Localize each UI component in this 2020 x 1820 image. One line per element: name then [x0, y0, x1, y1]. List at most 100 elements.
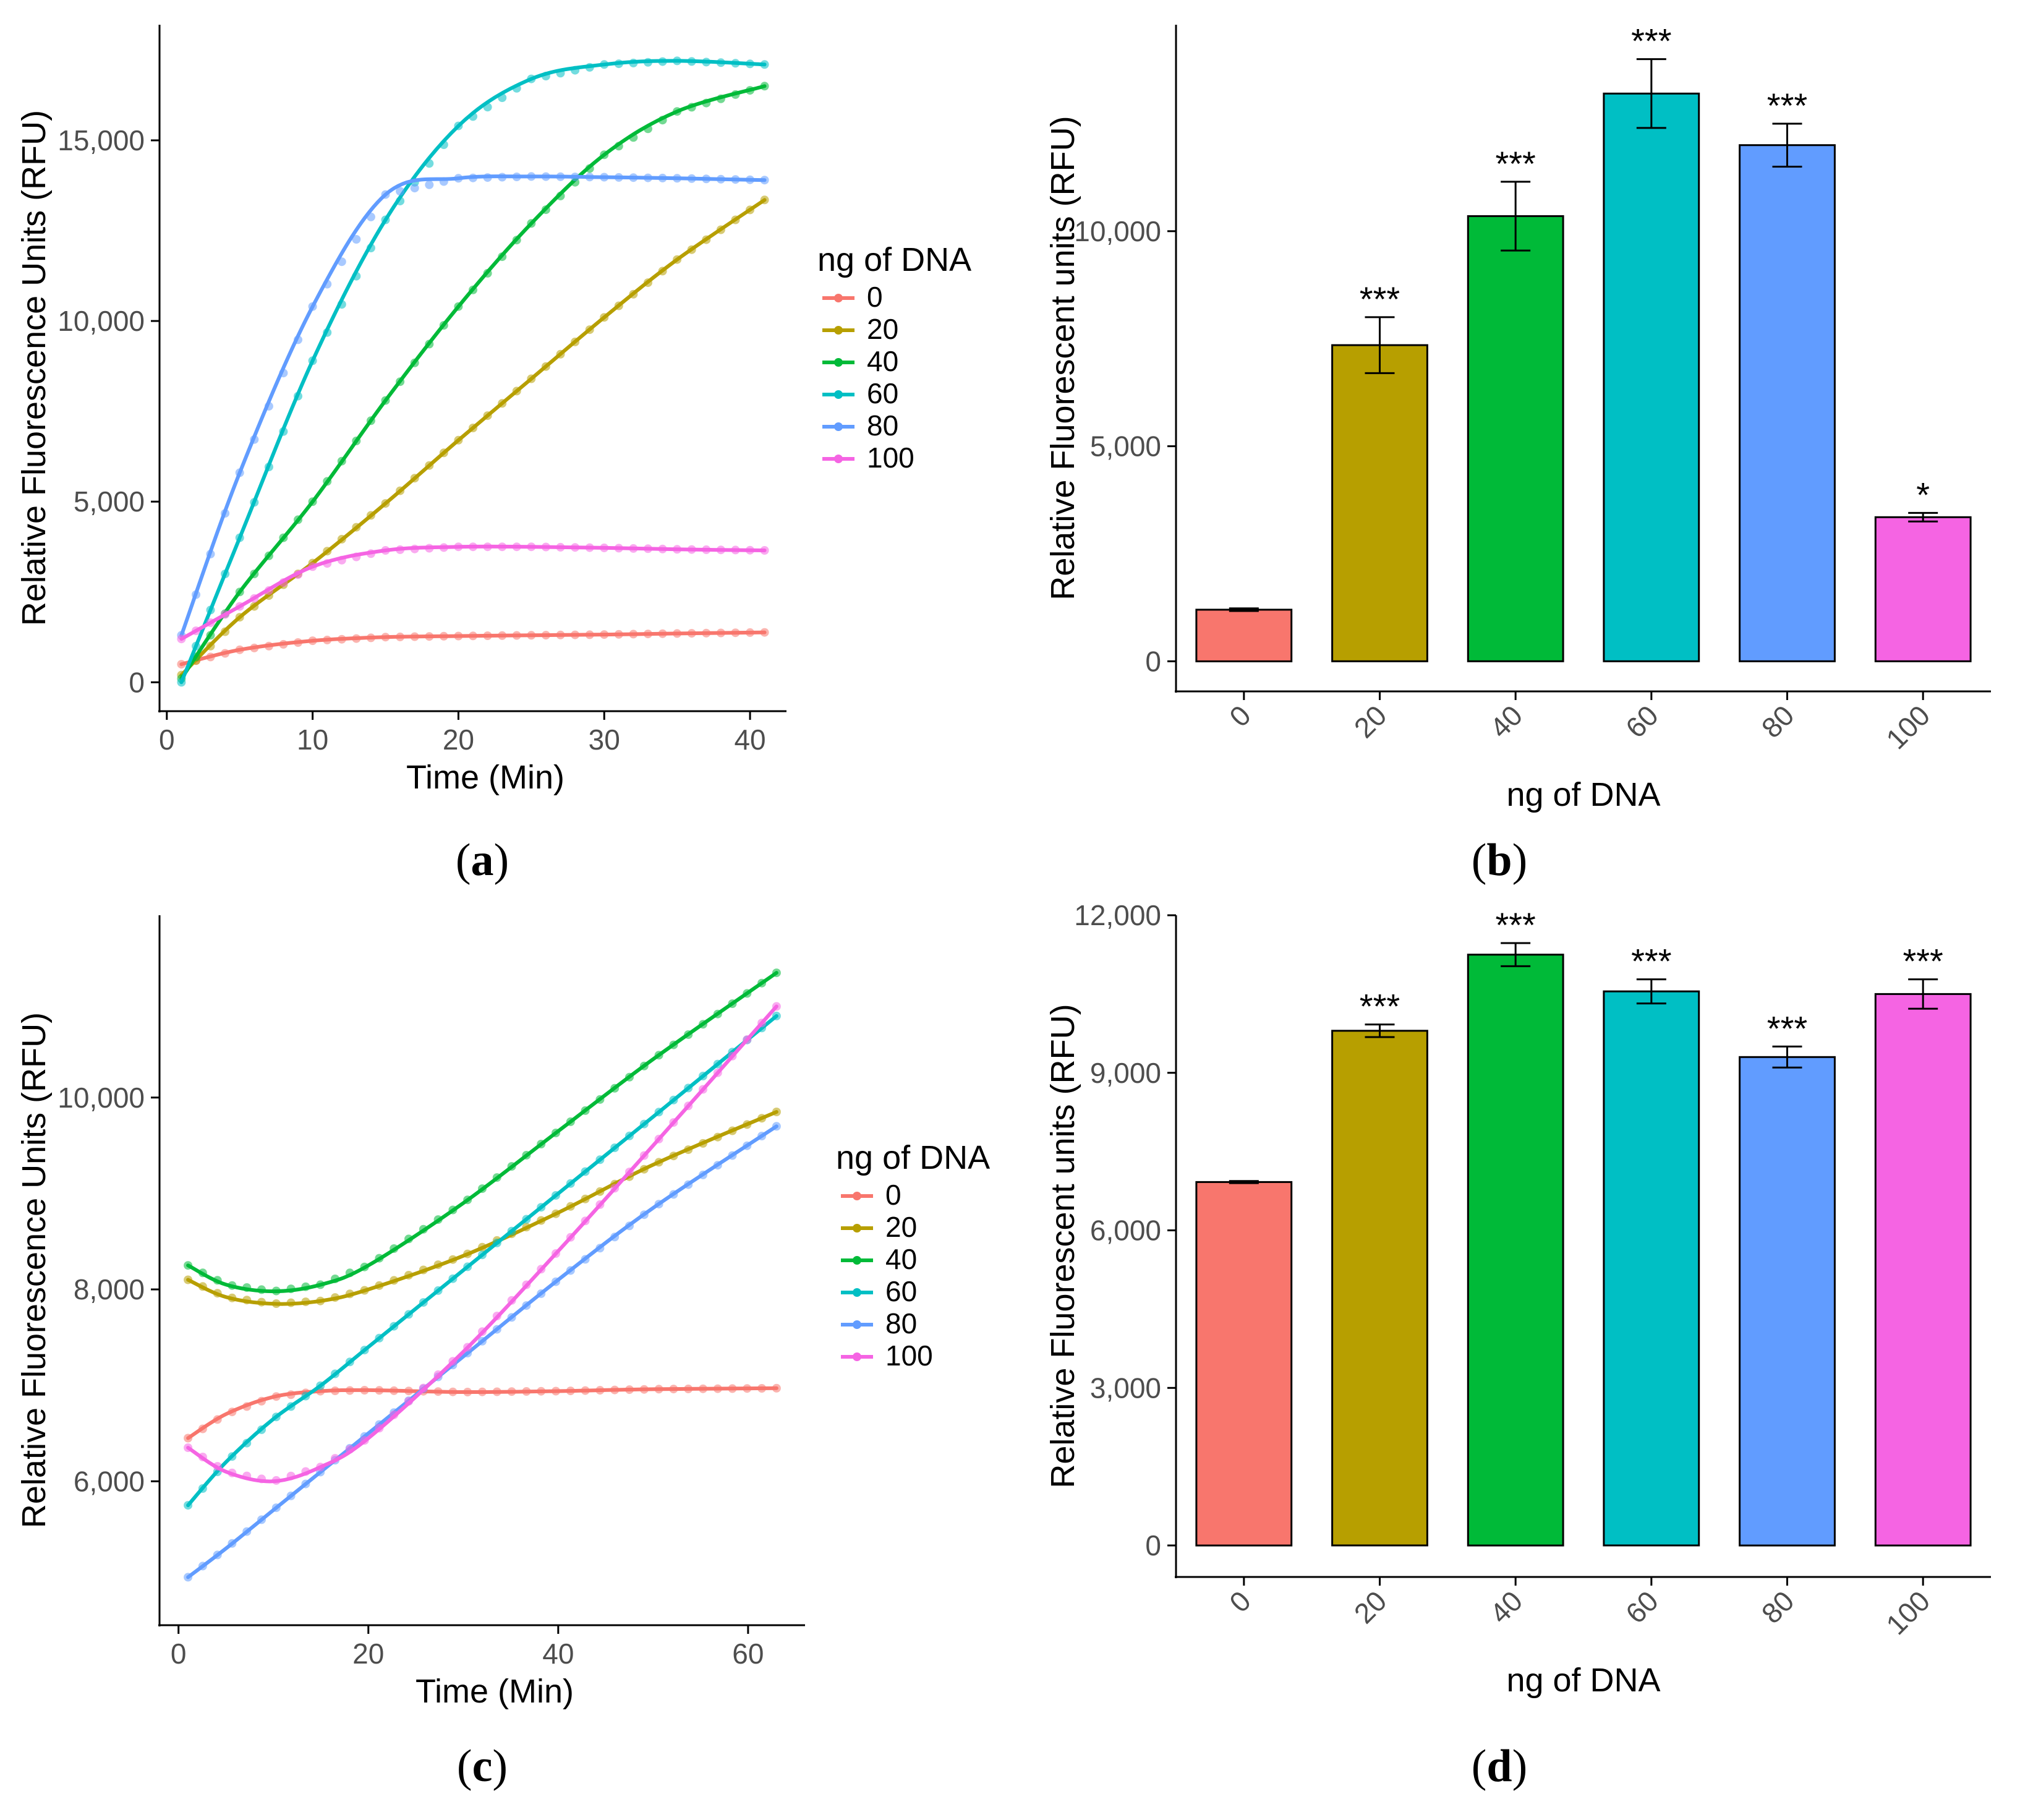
legend-swatch-dot: [834, 422, 843, 431]
series-40: [177, 82, 769, 683]
x-tick-label: 0: [1223, 1584, 1257, 1618]
error-bar: [1772, 1045, 1802, 1069]
panel-letter: a: [471, 835, 494, 886]
series-20: [177, 195, 769, 680]
x-tick-label: 20: [352, 1638, 384, 1670]
significance-label: ***: [1360, 987, 1400, 1026]
x-axis-title: Time (Min): [416, 1673, 574, 1710]
error-bar: [1908, 511, 1938, 523]
bar-group-0: [1195, 607, 1293, 662]
legend-swatch-dot: [853, 1224, 861, 1233]
error-bar: [1501, 181, 1531, 252]
legend-item-80: 80: [841, 1307, 917, 1339]
bar: [1195, 609, 1293, 662]
bar-group-20: ***: [1331, 987, 1428, 1547]
fit-line: [179, 198, 767, 677]
legend-swatch-dot: [834, 455, 843, 463]
fit-line: [179, 544, 767, 641]
significance-label: ***: [1767, 86, 1807, 125]
legend-item-20: 20: [822, 313, 898, 345]
x-tick-label: 40: [1483, 699, 1528, 744]
x-tick-label: 0: [159, 724, 175, 756]
y-tick-label: 0: [129, 666, 145, 698]
series-0: [184, 1383, 781, 1443]
fit-line: [186, 1014, 778, 1508]
y-tick-label: 15,000: [58, 124, 145, 156]
error-bar: [1636, 58, 1666, 129]
legend-title: ng of DNA: [836, 1139, 990, 1176]
error-bar: [1636, 978, 1666, 1005]
bar: [1195, 1181, 1293, 1547]
panel-letter: d: [1486, 1741, 1512, 1792]
error-bar: [1229, 1180, 1259, 1184]
data-point: [352, 235, 361, 244]
legend-item-20: 20: [841, 1211, 917, 1243]
significance-label: ***: [1903, 942, 1943, 981]
x-axis-title: ng of DNA: [1506, 1662, 1660, 1699]
legend-swatch-dot: [853, 1256, 861, 1265]
bar: [1739, 1056, 1836, 1547]
bar-group-40: ***: [1467, 905, 1564, 1547]
x-tick-label: 60: [1619, 1584, 1664, 1630]
y-tick-label: 10,000: [58, 1082, 145, 1114]
error-bar: [1229, 607, 1259, 612]
x-tick-label: 40: [542, 1638, 574, 1670]
series-0: [177, 628, 769, 669]
fit-line: [186, 1124, 778, 1579]
error-bar: [1365, 1023, 1395, 1038]
bar-group-100: ***: [1874, 942, 1972, 1547]
y-tick-label: 10,000: [58, 305, 145, 337]
fit-line: [186, 971, 778, 1294]
legend-swatch-dot: [853, 1320, 861, 1329]
x-tick-label: 40: [1483, 1584, 1528, 1630]
series-20: [184, 1108, 781, 1308]
x-tick-label: 80: [1755, 1584, 1801, 1630]
data-point: [425, 180, 434, 189]
legend-item-80: 80: [822, 409, 898, 442]
fit-line: [179, 84, 767, 681]
legend-label: 40: [885, 1243, 917, 1275]
significance-label: ***: [1495, 144, 1535, 183]
x-tick-label: 20: [443, 724, 474, 756]
x-tick-label: 40: [734, 724, 765, 756]
error-bar: [1501, 942, 1531, 967]
y-tick-label: 10,000: [1074, 215, 1161, 247]
legend-swatch-dot: [853, 1288, 861, 1297]
bar: [1603, 92, 1700, 662]
x-tick-label: 10: [297, 724, 328, 756]
legend-label: 40: [867, 345, 898, 377]
data-point: [396, 187, 405, 196]
significance-label: ***: [1631, 942, 1671, 981]
legend-label: 0: [885, 1179, 901, 1211]
panel-letter: b: [1486, 835, 1512, 886]
y-tick-label: 5,000: [1090, 430, 1161, 463]
bar: [1331, 344, 1428, 662]
legend-label: 60: [867, 377, 898, 409]
x-axis-title: ng of DNA: [1506, 776, 1660, 813]
legend-item-100: 100: [822, 442, 914, 474]
fit-line: [179, 630, 767, 667]
significance-label: ***: [1767, 1009, 1807, 1048]
bar-group-80: ***: [1739, 1009, 1836, 1547]
legend-swatch-dot: [834, 294, 843, 302]
series-100: [177, 542, 769, 644]
legend-swatch-dot: [834, 358, 843, 367]
panel-letter: c: [472, 1741, 493, 1792]
y-tick-label: 6,000: [74, 1465, 145, 1497]
legend-item-40: 40: [841, 1243, 917, 1275]
legend-label: 20: [867, 313, 898, 345]
y-tick-label: 0: [1145, 645, 1161, 677]
legend-swatch-dot: [834, 390, 843, 399]
bar: [1874, 993, 1972, 1547]
bar-group-80: ***: [1739, 86, 1836, 662]
fit-line: [179, 59, 767, 685]
error-bar: [1365, 316, 1395, 374]
bar-group-60: ***: [1603, 942, 1700, 1547]
series-40: [184, 968, 781, 1296]
legend-item-40: 40: [822, 345, 898, 377]
y-tick-label: 8,000: [74, 1273, 145, 1305]
series-80: [177, 172, 769, 640]
bar: [1467, 215, 1564, 662]
